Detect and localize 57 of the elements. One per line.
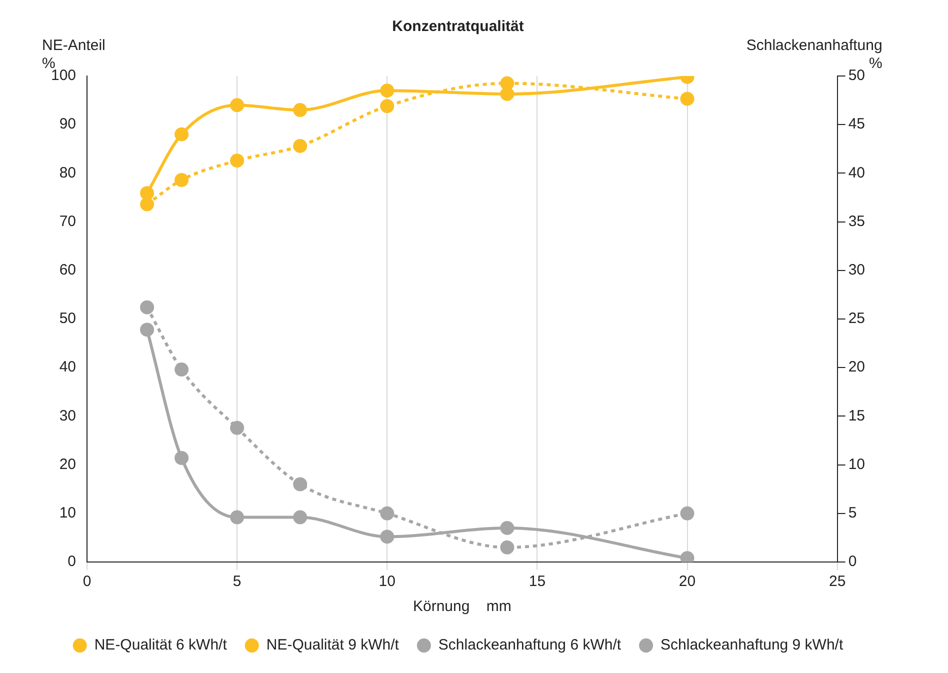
point	[293, 138, 308, 153]
point	[380, 506, 394, 520]
y2-tick-label: 0	[848, 553, 857, 570]
point	[680, 92, 694, 106]
y-tick-label: 50	[59, 310, 76, 328]
legend-label: NE-Qualität 9 kWh/t	[266, 636, 400, 654]
x-tick-label: 10	[378, 573, 396, 590]
y-tick-label: 60	[59, 262, 76, 279]
point	[380, 84, 394, 98]
y2-tick-label: 15	[848, 407, 866, 424]
x-tick-label: 0	[82, 573, 92, 590]
point	[140, 300, 154, 314]
point	[230, 98, 244, 112]
point	[174, 127, 189, 142]
point	[500, 520, 514, 535]
chart-title: Konzentratqualität	[392, 18, 524, 36]
y-tick-label: 70	[59, 212, 76, 230]
y-tick-label: 90	[59, 116, 76, 133]
y2-tick-label: 25	[848, 310, 866, 328]
legend-label: NE-Qualität 6 kWh/t	[94, 636, 228, 654]
y2-tick-label: 45	[848, 116, 866, 133]
y-tick-label: 80	[59, 164, 76, 182]
point	[230, 420, 244, 435]
x-tick-label: 20	[678, 573, 696, 590]
y2-tick-label: 35	[848, 212, 866, 230]
point	[140, 186, 154, 200]
point	[500, 76, 514, 90]
x-axis-title: Körnung mm	[412, 598, 512, 616]
y2-tick-label: 40	[848, 164, 866, 182]
y2-tick-label: 10	[848, 456, 866, 473]
y-tick-label: 40	[59, 358, 76, 376]
y2-tick-label: 20	[848, 358, 866, 376]
point	[500, 540, 514, 554]
y-tick-label: 20	[59, 456, 76, 473]
point	[174, 450, 189, 465]
y-tick-label: 30	[59, 407, 76, 424]
point	[140, 197, 154, 212]
point	[380, 99, 394, 114]
x-tick-label: 15	[528, 573, 546, 590]
y2-tick-label: 5	[848, 504, 857, 522]
x-tick-label: 5	[232, 573, 242, 590]
point	[680, 506, 694, 520]
point	[293, 103, 308, 118]
x-tick-label: 25	[828, 573, 846, 590]
point	[230, 510, 244, 524]
point	[380, 530, 394, 544]
point	[293, 510, 308, 524]
point	[174, 362, 189, 377]
legend-label: Schlackeanhaftung 6 kWh/t	[438, 636, 622, 654]
y-tick-label: 10	[59, 504, 76, 522]
point	[293, 477, 308, 492]
legend-label: Schlackeanhaftung 9 kWh/t	[660, 636, 844, 654]
point	[140, 322, 154, 337]
y-tick-label: 0	[68, 553, 76, 570]
point	[230, 154, 244, 168]
y2-tick-label: 30	[848, 262, 866, 279]
point	[174, 173, 189, 188]
